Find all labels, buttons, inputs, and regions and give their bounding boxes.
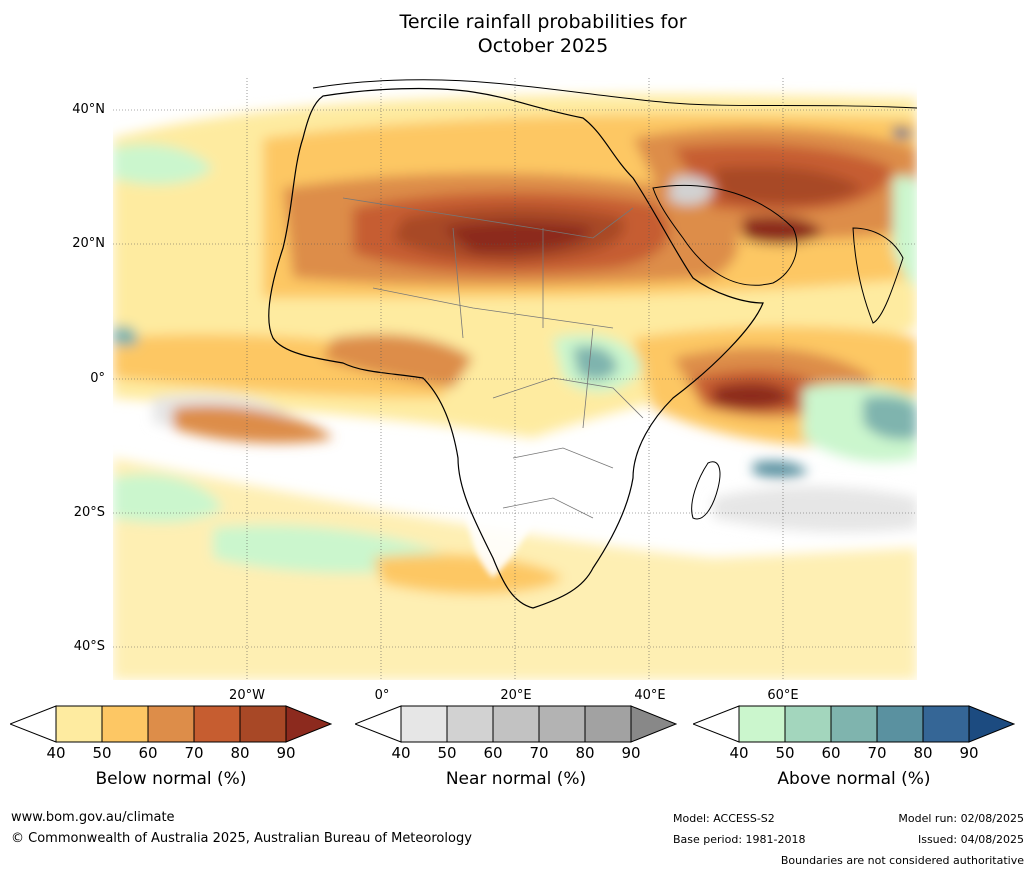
below-swatch-4 [193, 705, 241, 743]
below-swatch-5 [239, 705, 287, 743]
below-tick: 80 [230, 744, 250, 762]
lat-label-20n: 20°N [72, 236, 105, 251]
disclaimer-text: Boundaries are not considered authoritat… [780, 854, 1024, 867]
near-normal-label: Near normal (%) [445, 769, 587, 789]
near-swatch-6 [630, 705, 677, 743]
below-swatch-1 [55, 705, 103, 743]
near-swatch-3 [492, 705, 540, 743]
lon-label-20e: 20°E [500, 688, 532, 703]
below-swatch-6 [285, 705, 332, 743]
above-normal-label: Above normal (%) [777, 769, 931, 789]
below-tick: 90 [276, 744, 296, 762]
below-swatch-3 [147, 705, 195, 743]
title-line-2: October 2025 [477, 35, 609, 57]
above-tick: 90 [959, 744, 979, 762]
below-tick: 70 [184, 744, 204, 762]
lat-label-40n: 40°N [72, 102, 105, 117]
rainfall-probability-map [113, 78, 917, 680]
copyright-text: © Commonwealth of Australia 2025, Austra… [11, 831, 472, 846]
above-swatch-2 [784, 705, 832, 743]
near-tick: 70 [529, 744, 549, 762]
near-swatch-2 [446, 705, 494, 743]
issued-text: Issued: 04/08/2025 [917, 833, 1024, 846]
below-normal-label: Below normal (%) [95, 769, 247, 789]
above-swatch-0 [693, 705, 740, 743]
above-tick: 60 [821, 744, 841, 762]
website-link[interactable]: www.bom.gov.au/climate [11, 810, 175, 825]
below-normal-colorbar [10, 705, 332, 743]
near-tick: 80 [575, 744, 595, 762]
lon-label-40e: 40°E [634, 688, 666, 703]
above-tick: 50 [775, 744, 795, 762]
below-tick: 40 [46, 744, 66, 762]
model-run-text: Model run: 02/08/2025 [898, 812, 1024, 825]
lat-label-40s: 40°S [73, 639, 105, 654]
above-swatch-4 [876, 705, 924, 743]
below-tick: 50 [92, 744, 112, 762]
above-tick: 80 [913, 744, 933, 762]
below-swatch-0 [10, 705, 57, 743]
lon-label-20w: 20°W [229, 688, 265, 703]
lon-label-0: 0° [374, 688, 390, 703]
below-swatch-2 [101, 705, 149, 743]
near-tick: 60 [483, 744, 503, 762]
near-tick: 50 [437, 744, 457, 762]
map-title: Tercile rainfall probabilities for Octob… [0, 10, 1035, 58]
above-swatch-3 [830, 705, 878, 743]
near-swatch-4 [538, 705, 586, 743]
near-swatch-1 [400, 705, 448, 743]
above-tick: 40 [729, 744, 749, 762]
near-swatch-0 [355, 705, 402, 743]
above-swatch-1 [738, 705, 786, 743]
near-tick: 90 [621, 744, 641, 762]
near-tick: 40 [391, 744, 411, 762]
lat-label-20s: 20°S [73, 505, 105, 520]
near-normal-colorbar [355, 705, 677, 743]
above-normal-colorbar [693, 705, 1015, 743]
lat-label-0: 0° [90, 371, 105, 386]
above-swatch-6 [968, 705, 1015, 743]
model-text: Model: ACCESS-S2 [673, 812, 775, 825]
near-swatch-5 [584, 705, 632, 743]
below-tick: 60 [138, 744, 158, 762]
above-tick: 70 [867, 744, 887, 762]
lon-label-60e: 60°E [767, 688, 799, 703]
base-period-text: Base period: 1981-2018 [673, 833, 806, 846]
above-swatch-5 [922, 705, 970, 743]
title-line-1: Tercile rainfall probabilities for [399, 11, 687, 33]
